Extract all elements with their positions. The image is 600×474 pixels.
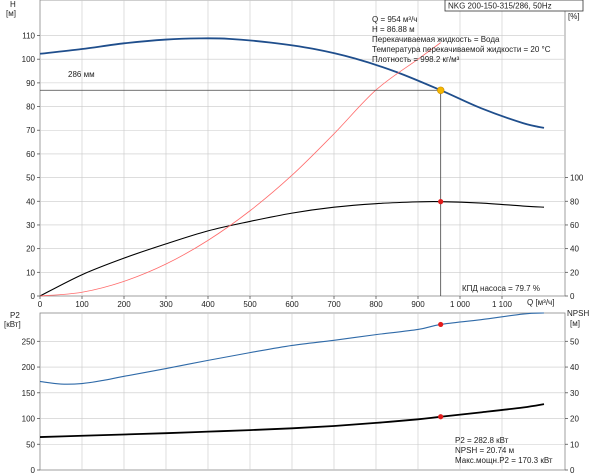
model-title-box <box>444 0 584 12</box>
upper-x-axis: 0 100 200 300 400 500 600 700 800 900 1 000 1 100 <box>38 296 513 309</box>
eta-tick-4: 80 <box>570 197 579 206</box>
q-tick-8: 800 <box>369 300 383 309</box>
h-tick-0: 0 <box>31 292 36 301</box>
h-tick-1: 10 <box>26 268 35 277</box>
q-tick-2: 200 <box>117 300 131 309</box>
eta-point-marker <box>438 199 444 205</box>
upper-series <box>39 37 545 470</box>
h-tick-2: 20 <box>26 245 35 254</box>
upper-plot-frame <box>39 0 566 297</box>
info-temperature: Температура перекачиваемой жидкости = 20… <box>372 45 551 54</box>
npsh-tick-4: 40 <box>570 363 579 372</box>
p2-axis-label: P2 <box>10 311 20 320</box>
p2-tick-1: 50 <box>26 440 35 449</box>
info-h: H = 86.88 м <box>372 25 415 34</box>
npsh-tick-5: 50 <box>570 337 579 346</box>
h-tick-6: 60 <box>26 150 35 159</box>
series-p2-line <box>39 312 545 385</box>
series-npsh-line <box>39 403 545 438</box>
info-liquid: Перекачиваемая жидкость = Вода <box>372 35 500 44</box>
q-tick-10: 1 000 <box>450 300 471 309</box>
lower-grid <box>40 313 565 470</box>
impeller-curve-label: 286 мм <box>68 70 95 79</box>
info-max-p2: Макс.мощн.P2 = 170.3 кВт <box>455 456 553 465</box>
eta-tick-5: 100 <box>570 174 584 183</box>
info-p2: P2 = 282.8 кВт <box>455 436 509 445</box>
model-title: NKG 200-150-315/286, 50Hz <box>448 2 552 11</box>
h-tick-9: 90 <box>26 79 35 88</box>
q-axis-label: Q [м³/ч] <box>527 298 554 307</box>
q-tick-6: 600 <box>285 300 299 309</box>
operating-point-marker <box>436 86 445 94</box>
npsh-point-marker <box>438 414 444 420</box>
info-q: Q = 954 м³/ч <box>372 15 417 24</box>
series-system-line <box>39 42 441 297</box>
npsh-axis-label: NPSH <box>567 309 589 318</box>
h-axis-unit: [м] <box>6 9 16 18</box>
npsh-tick-1: 10 <box>570 440 579 449</box>
npsh-tick-3: 30 <box>570 389 579 398</box>
h-tick-7: 70 <box>26 126 35 135</box>
series-eta-line <box>39 200 545 297</box>
q-tick-9: 900 <box>411 300 425 309</box>
operating-point-info: Q = 954 м³/ч H = 86.88 м Перекачиваемая … <box>372 15 551 64</box>
info-density: Плотность = 998.2 кг/м³ <box>372 55 460 64</box>
q-tick-4: 400 <box>201 300 215 309</box>
p2-tick-2: 100 <box>22 415 36 424</box>
upper-right-axis: 0 20 40 60 80 100 <box>565 174 584 301</box>
npsh-axis-unit: [м] <box>570 319 580 328</box>
p2-axis-unit: [кВт] <box>4 320 21 329</box>
h-tick-8: 80 <box>26 103 35 112</box>
h-tick-5: 50 <box>26 174 35 183</box>
p2-tick-3: 150 <box>22 389 36 398</box>
eta-tick-0: 0 <box>570 292 575 301</box>
q-tick-5: 500 <box>243 300 257 309</box>
info-npsh: NPSH = 20.74 м <box>455 446 514 455</box>
eta-tick-1: 20 <box>570 268 579 277</box>
p2-point-marker <box>438 321 444 328</box>
q-tick-1: 100 <box>75 300 89 309</box>
eta-tick-2: 40 <box>570 245 579 254</box>
lower-right-axis: 0 10 20 30 40 50 <box>565 337 579 474</box>
q-tick-3: 300 <box>159 300 173 309</box>
npsh-tick-2: 20 <box>570 415 579 424</box>
p2-tick-4: 200 <box>22 363 36 372</box>
h-tick-3: 30 <box>26 221 35 230</box>
power-info: P2 = 282.8 кВт NPSH = 20.74 м Макс.мощн.… <box>455 436 553 465</box>
lower-left-axis: 0 50 100 150 200 250 <box>22 337 40 474</box>
q-tick-11: 1 100 <box>492 300 513 309</box>
p2-tick-0: 0 <box>31 466 36 474</box>
h-tick-11: 110 <box>22 32 35 41</box>
lower-chart-panel: 0 50 100 150 200 250 0 10 20 30 40 50 P2 [кВт] NPS… <box>4 309 589 474</box>
eta-axis-unit: [%] <box>568 12 580 21</box>
h-axis-label: H <box>10 0 16 9</box>
q-tick-0: 0 <box>38 300 43 309</box>
h-tick-10: 100 <box>22 55 36 64</box>
series-h-line <box>39 37 545 129</box>
eta-tick-3: 60 <box>570 221 579 230</box>
npsh-tick-0: 0 <box>570 466 575 474</box>
h-tick-4: 40 <box>26 197 35 206</box>
upper-left-axis: 0 10 20 30 40 50 60 70 80 90 100 110 <box>22 32 40 301</box>
p2-tick-5: 250 <box>22 337 36 346</box>
q-tick-7: 700 <box>327 300 341 309</box>
lower-series <box>39 312 545 438</box>
pump-efficiency-label: КПД насоса = 79.7 % <box>462 284 540 293</box>
lower-plot-frame <box>39 312 566 471</box>
